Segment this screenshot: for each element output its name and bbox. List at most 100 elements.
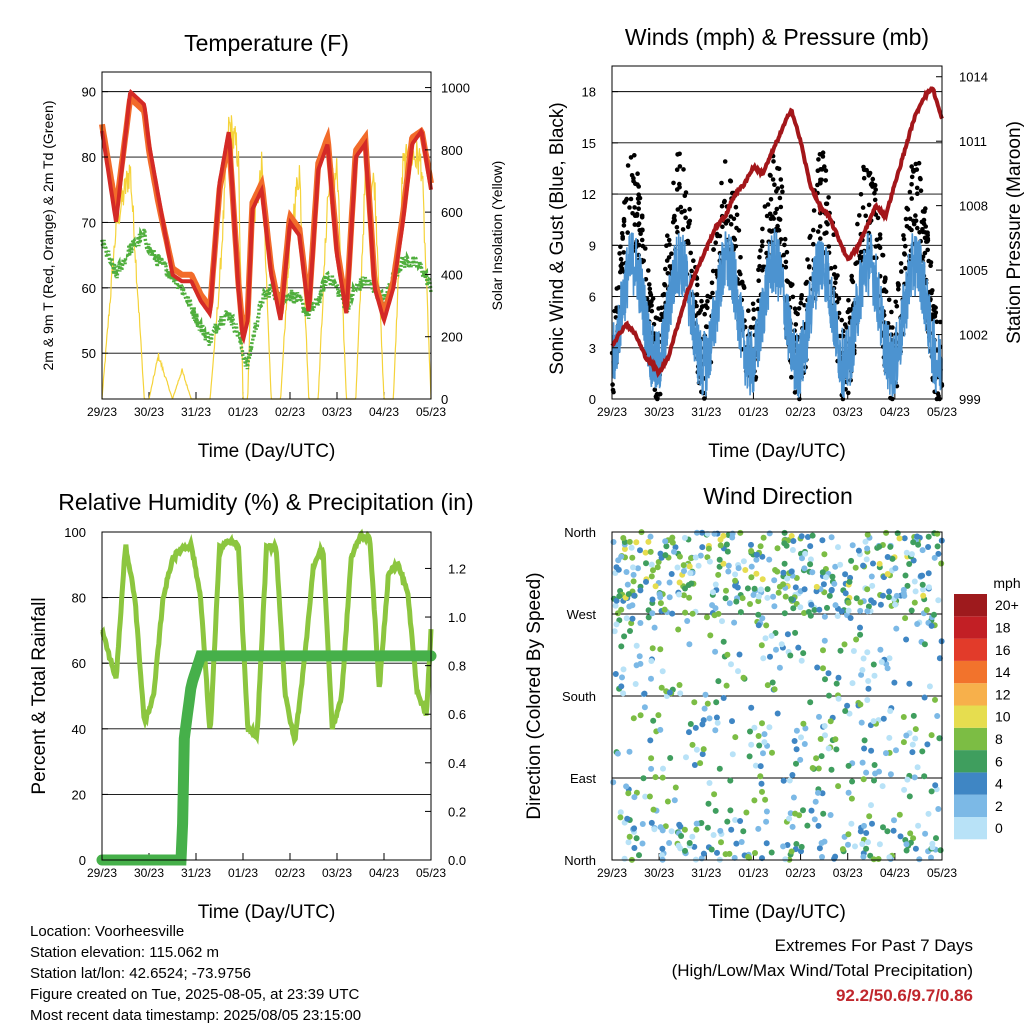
gust-point [778,204,784,210]
direction-point [787,652,794,659]
gust-point [901,233,906,238]
direction-point [921,773,928,780]
direction-point [924,741,931,748]
direction-point [755,598,762,605]
extremes-box: Extremes For Past 7 Days (High/Low/Max W… [672,933,973,1008]
x-tick-label: 31/23 [691,405,721,419]
direction-point [631,825,638,832]
direction-point [659,845,666,852]
direction-point [914,764,921,771]
gust-point [901,236,907,242]
direction-point [688,555,695,562]
gust-point [736,228,742,233]
direction-point [819,854,825,860]
gust-point [919,219,925,225]
gust-point [913,161,919,167]
direction-point [793,760,799,767]
gust-point [815,229,821,234]
chart-title: Relative Humidity (%) & Precipitation (i… [58,489,473,515]
solar-series [101,115,432,400]
direction-point [659,774,666,781]
direction-point [617,814,624,821]
x-tick-label: 02/23 [786,866,816,880]
gust-point [652,387,658,393]
y-right-tick-label: 800 [441,143,463,158]
gust-point [699,304,705,310]
gust-point [737,269,742,275]
direction-point [798,657,805,664]
direction-point [689,833,696,840]
direction-point [760,655,767,662]
x-tick-label: 05/23 [927,866,957,880]
direction-point [686,729,692,736]
x-tick-label: 03/23 [833,405,863,419]
y-tick-label: 18 [582,85,596,100]
direction-point [618,643,625,650]
direction-point [611,628,618,635]
timestamp-text: Most recent data timestamp: 2025/08/05 2… [30,1007,362,1024]
direction-point [620,690,627,697]
direction-point [648,675,654,682]
gust-point [674,167,680,172]
gust-point [691,258,696,264]
direction-point [735,565,742,572]
gust-point [719,180,724,186]
direction-point [816,845,823,852]
direction-point [811,607,818,613]
gust-point [682,208,687,214]
gust-point [789,374,794,380]
direction-point [746,753,753,760]
direction-point [857,631,864,638]
gust-point [757,254,762,260]
direction-point [891,679,898,686]
gust-point [636,206,641,211]
direction-point [786,777,793,784]
gust-point [792,390,798,395]
gust-point [685,224,691,230]
direction-point [876,560,883,567]
direction-point [884,571,891,577]
gust-point [768,197,774,202]
direction-point [763,840,770,847]
direction-point [647,737,654,744]
gust-point [774,189,779,194]
direction-point [799,555,805,562]
direction-point [906,680,913,687]
direction-point [626,538,633,545]
gust-point [728,178,734,184]
direction-point [831,580,838,587]
gust-point [719,203,725,209]
direction-point [860,776,867,783]
gust-point [630,211,635,216]
direction-point [800,807,806,814]
gust-point [886,297,892,303]
gust-point [931,304,937,309]
direction-point [869,820,875,827]
gust-point [722,159,728,164]
y-right-tick-label: 0.0 [448,853,466,868]
gust-point [703,303,708,308]
direction-point [633,539,640,546]
direction-point [617,809,624,816]
gust-point [866,202,872,208]
direction-point [841,641,848,648]
x-tick-label: 01/23 [228,866,258,880]
direction-point [880,824,886,831]
direction-point [807,556,814,563]
direction-point [792,810,799,817]
direction-point [807,699,814,706]
gust-point [632,222,638,227]
gust-point [777,217,783,222]
gust-point [903,265,908,271]
gust-point [695,282,700,288]
direction-point [692,724,699,731]
direction-point [740,828,747,835]
direction-point [746,854,753,861]
gust-point [663,266,668,272]
direction-point [784,631,791,638]
rh-series [100,528,434,747]
direction-point [748,741,755,748]
gust-point [705,299,710,304]
direction-point [894,530,901,537]
direction-point [705,800,712,807]
